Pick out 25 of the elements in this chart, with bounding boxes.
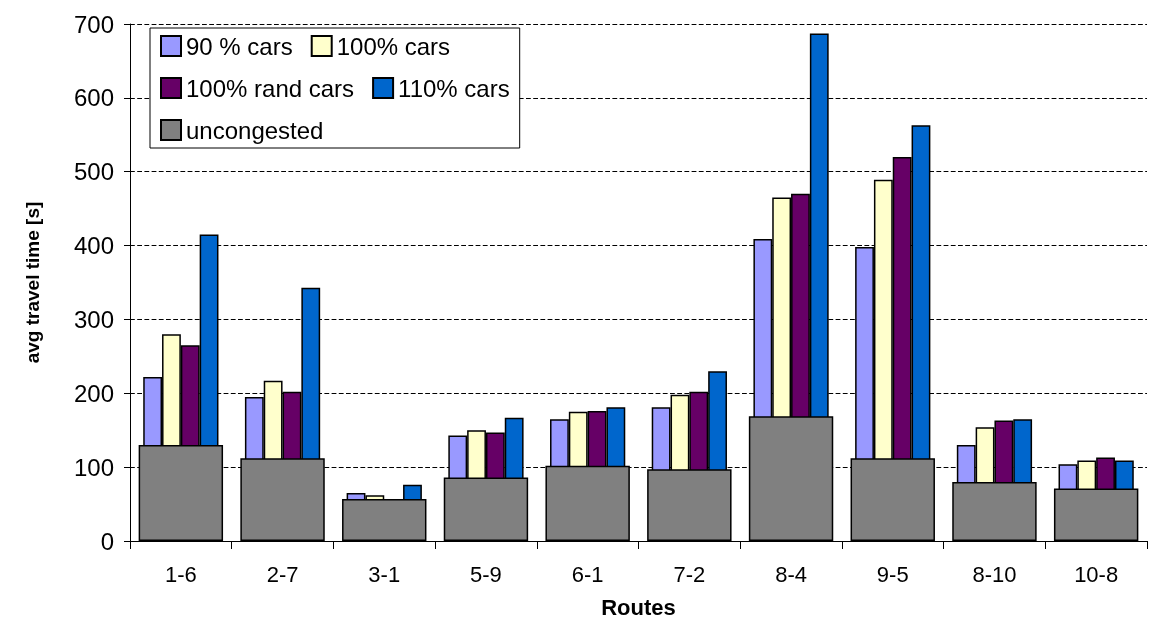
legend-label: 100% rand cars — [186, 74, 355, 102]
x-axis-title: Routes — [601, 594, 676, 620]
x-tick-label: 1-6 — [164, 561, 197, 587]
x-tick-label: 3-1 — [368, 561, 401, 587]
y-tick-label: 200 — [73, 379, 114, 407]
y-tick-label: 0 — [100, 527, 114, 555]
legend-label: 110% cars — [398, 74, 510, 102]
legend-label: uncongested — [186, 116, 324, 144]
x-tick-label: 2-7 — [266, 561, 299, 587]
x-tick-label: 10-8 — [1074, 561, 1119, 587]
legend-label: 90 % cars — [186, 32, 293, 60]
x-tick-label: 5-9 — [470, 561, 502, 587]
x-tick-label: 6-1 — [571, 561, 604, 587]
y-axis-title: avg travel time [s] — [22, 201, 43, 364]
y-tick-label: 700 — [73, 10, 114, 38]
y-tick-label: 600 — [73, 84, 114, 112]
x-tick-label: 9-5 — [876, 561, 909, 587]
legend-label: 100% cars — [336, 32, 451, 60]
x-tick-label: 7-2 — [673, 561, 706, 587]
x-tick-label: 8-10 — [972, 561, 1017, 587]
y-tick-label: 400 — [73, 232, 114, 260]
y-tick-label: 500 — [73, 158, 114, 186]
y-tick-label: 300 — [73, 305, 114, 333]
x-tick-label: 8-4 — [775, 561, 807, 587]
y-tick-label: 100 — [73, 453, 114, 481]
